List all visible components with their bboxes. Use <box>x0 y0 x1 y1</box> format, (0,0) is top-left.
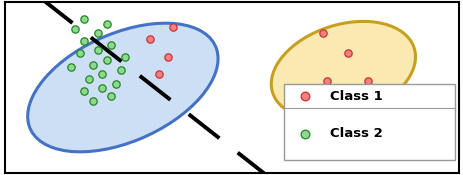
Text: Class 1: Class 1 <box>329 90 382 103</box>
Point <box>117 69 124 72</box>
Point <box>155 72 163 75</box>
Ellipse shape <box>28 23 218 152</box>
Point <box>76 52 83 55</box>
Point <box>319 31 326 34</box>
Point <box>121 55 129 58</box>
Point <box>169 26 176 29</box>
Point <box>89 100 97 103</box>
Ellipse shape <box>271 21 415 119</box>
Point <box>146 38 154 41</box>
Point <box>99 72 106 75</box>
Point <box>103 59 111 61</box>
Point <box>107 43 115 46</box>
Point <box>81 90 88 92</box>
Point <box>99 86 106 89</box>
Point <box>300 95 308 97</box>
Point <box>323 79 331 82</box>
Point <box>67 65 74 68</box>
Point <box>81 18 88 20</box>
Point <box>94 31 101 34</box>
Point <box>85 78 92 80</box>
Point <box>71 28 79 31</box>
Point <box>89 64 97 67</box>
Text: Class 2: Class 2 <box>329 127 382 140</box>
Point <box>164 55 172 58</box>
Point <box>103 23 111 25</box>
Point <box>300 132 308 135</box>
Point <box>107 95 115 97</box>
Point <box>364 79 371 82</box>
Point <box>94 48 101 51</box>
Point <box>81 40 88 43</box>
Point <box>344 52 351 55</box>
FancyBboxPatch shape <box>284 84 454 160</box>
Point <box>112 83 119 85</box>
